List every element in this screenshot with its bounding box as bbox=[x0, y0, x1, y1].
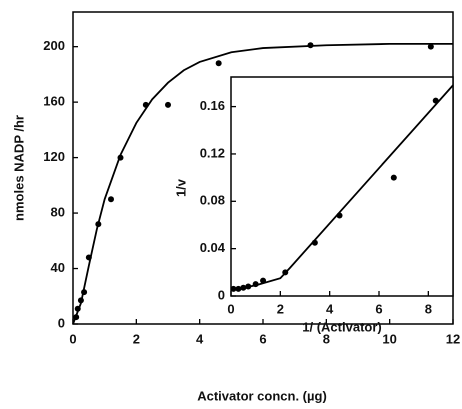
x-tick-label: 0 bbox=[69, 331, 76, 346]
x-tick-label: 4 bbox=[326, 301, 334, 316]
y-tick-label: 40 bbox=[51, 260, 65, 275]
x-tick-label: 6 bbox=[259, 331, 266, 346]
data-point bbox=[165, 101, 171, 108]
fit-curve bbox=[230, 84, 454, 291]
y-tick-label: 0 bbox=[58, 315, 65, 330]
x-axis-label: 1/ (Activator) bbox=[302, 319, 381, 334]
y-axis-label: 1/v bbox=[173, 178, 188, 197]
plot-frame bbox=[230, 76, 454, 297]
y-tick-label: 0 bbox=[218, 287, 225, 302]
y-tick-label: 0.08 bbox=[200, 193, 225, 208]
y-tick-label: 0.04 bbox=[200, 240, 226, 255]
y-tick-label: 160 bbox=[43, 94, 65, 109]
x-axis-label: Activator concn. (µg) bbox=[197, 388, 327, 403]
y-tick-label: 0.16 bbox=[200, 98, 225, 113]
x-tick-label: 12 bbox=[446, 331, 460, 346]
data-point bbox=[390, 174, 397, 181]
y-tick-label: 0.12 bbox=[200, 145, 225, 160]
data-point bbox=[215, 60, 222, 67]
x-tick-label: 2 bbox=[133, 331, 140, 346]
y-tick-label: 200 bbox=[43, 38, 65, 53]
x-tick-label: 4 bbox=[196, 331, 204, 346]
x-tick-label: 8 bbox=[323, 331, 330, 346]
x-tick-label: 8 bbox=[425, 301, 432, 316]
x-tick-label: 10 bbox=[382, 331, 396, 346]
x-tick-label: 6 bbox=[375, 301, 382, 316]
fit-curve bbox=[72, 42, 453, 325]
y-tick-label: 80 bbox=[51, 205, 65, 220]
x-tick-label: 0 bbox=[227, 301, 234, 316]
data-point bbox=[427, 43, 434, 50]
y-axis-label: nmoles NADP /hr bbox=[11, 115, 26, 221]
data-point bbox=[108, 196, 114, 203]
x-tick-label: 2 bbox=[277, 301, 284, 316]
y-tick-label: 120 bbox=[43, 149, 65, 164]
